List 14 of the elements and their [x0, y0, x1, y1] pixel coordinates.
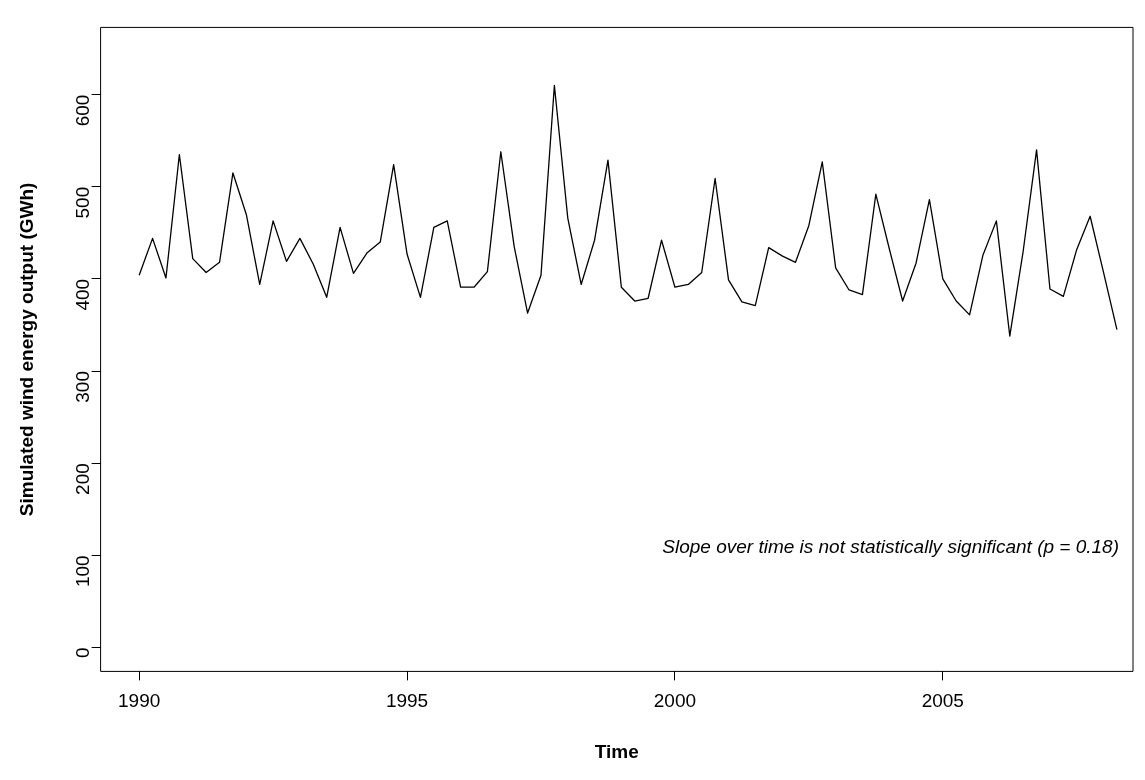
y-tick-label: 100: [71, 555, 93, 588]
y-tick-label: 0: [71, 647, 93, 659]
y-tick-label: 600: [71, 94, 93, 127]
x-axis-title: Time: [594, 740, 639, 762]
y-tick-label: 200: [71, 463, 93, 495]
y-tick-label: 300: [71, 371, 93, 403]
x-tick-label: 1990: [118, 690, 161, 712]
x-tick-label: 2000: [653, 690, 697, 712]
annotation: Slope over time is not statistically significant (p = 0.18): [662, 535, 1119, 557]
y-tick-label: 400: [71, 278, 93, 311]
y-axis-title: Simulated wind energy output (GWh): [15, 182, 37, 517]
x-tick-label: 2005: [921, 690, 964, 712]
y-tick-label: 500: [71, 186, 93, 219]
x-tick-label: 1995: [385, 690, 429, 712]
